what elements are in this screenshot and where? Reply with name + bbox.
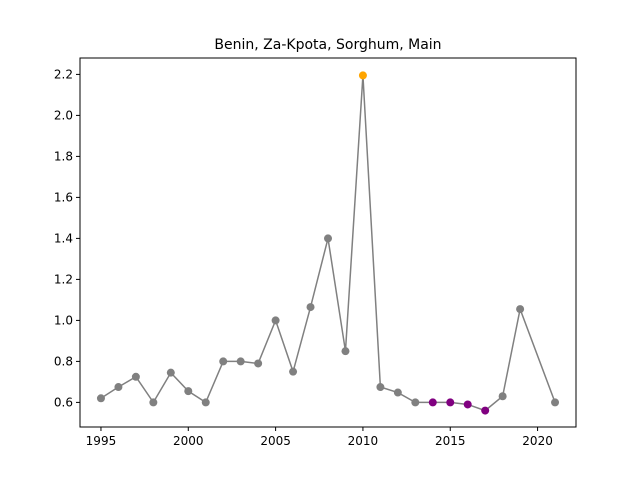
data-point <box>551 398 560 407</box>
chart-title: Benin, Za-Kpota, Sorghum, Main <box>214 37 441 53</box>
x-tick-label: 2020 <box>522 434 553 448</box>
x-tick-label: 1995 <box>86 434 117 448</box>
data-point <box>149 398 158 407</box>
y-tick-label: 0.6 <box>54 395 73 409</box>
data-point <box>446 398 455 407</box>
data-point <box>254 359 263 368</box>
y-tick-label: 1.0 <box>54 313 73 327</box>
data-point <box>376 383 385 392</box>
x-tick-label: 2015 <box>435 434 466 448</box>
data-point <box>341 347 350 356</box>
y-tick-label: 1.4 <box>54 231 73 245</box>
data-point <box>358 71 367 80</box>
data-point <box>498 392 507 401</box>
data-point <box>324 234 332 243</box>
data-point <box>236 357 245 366</box>
y-tick-label: 1.6 <box>54 190 73 204</box>
data-point <box>463 400 472 409</box>
y-tick-label: 2.0 <box>54 108 73 122</box>
data-point <box>219 357 228 366</box>
data-point <box>184 387 193 396</box>
data-point <box>166 368 175 377</box>
data-point <box>131 372 140 381</box>
series-line <box>100 75 556 412</box>
data-point <box>516 305 525 314</box>
data-point <box>306 303 315 312</box>
y-tick-label: 2.2 <box>54 67 73 81</box>
x-tick-label: 2005 <box>260 434 291 448</box>
data-point <box>393 388 402 397</box>
axes-frame <box>79 57 577 428</box>
y-tick-label: 1.2 <box>54 272 73 286</box>
plot-area <box>96 71 560 415</box>
data-point <box>271 316 280 325</box>
y-axis: 0.6 0.8 1.0 1.2 1.4 1.6 1.8 2.0 2.2 <box>54 67 80 409</box>
x-axis: 1995 2000 2005 2010 2015 2020 <box>86 427 553 448</box>
x-tick-label: 2010 <box>348 434 379 448</box>
y-tick-label: 1.8 <box>54 149 73 163</box>
y-tick-label: 0.8 <box>54 354 73 368</box>
data-point <box>114 383 123 392</box>
data-point <box>289 367 298 376</box>
x-tick-label: 2000 <box>173 434 204 448</box>
data-point <box>201 398 210 407</box>
data-point <box>411 398 420 407</box>
data-point <box>96 394 105 403</box>
data-point <box>481 406 490 415</box>
data-point <box>428 398 437 407</box>
